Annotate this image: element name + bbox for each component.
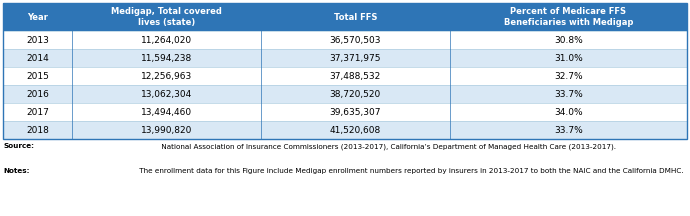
Text: 33.7%: 33.7% bbox=[554, 126, 582, 135]
Text: 31.0%: 31.0% bbox=[554, 54, 582, 63]
Text: Source:: Source: bbox=[3, 143, 35, 149]
Text: 13,494,460: 13,494,460 bbox=[141, 108, 192, 117]
Text: 13,062,304: 13,062,304 bbox=[141, 90, 192, 99]
Text: Notes:: Notes: bbox=[3, 168, 30, 174]
Bar bbox=[3, 49, 687, 67]
Text: The enrollment data for this Figure include Medigap enrollment numbers reported : The enrollment data for this Figure incl… bbox=[137, 168, 684, 174]
Text: 39,635,307: 39,635,307 bbox=[330, 108, 381, 117]
Text: 34.0%: 34.0% bbox=[554, 108, 582, 117]
Bar bbox=[3, 85, 687, 103]
Text: 41,520,608: 41,520,608 bbox=[330, 126, 381, 135]
Text: 2017: 2017 bbox=[26, 108, 49, 117]
Text: 38,720,520: 38,720,520 bbox=[330, 90, 381, 99]
Bar bbox=[3, 121, 687, 139]
Text: 2013: 2013 bbox=[26, 36, 49, 45]
Text: 2016: 2016 bbox=[26, 90, 49, 99]
Text: Total FFS: Total FFS bbox=[334, 13, 377, 22]
Bar bbox=[3, 67, 687, 85]
Text: 30.8%: 30.8% bbox=[554, 36, 582, 45]
Text: 2015: 2015 bbox=[26, 72, 49, 81]
Text: 13,990,820: 13,990,820 bbox=[141, 126, 192, 135]
Text: 11,264,020: 11,264,020 bbox=[141, 36, 192, 45]
Bar bbox=[3, 3, 687, 139]
Text: 2014: 2014 bbox=[26, 54, 49, 63]
Text: 33.7%: 33.7% bbox=[554, 90, 582, 99]
Text: 37,371,975: 37,371,975 bbox=[330, 54, 381, 63]
Text: 36,570,503: 36,570,503 bbox=[330, 36, 381, 45]
Bar bbox=[3, 3, 687, 31]
Text: 37,488,532: 37,488,532 bbox=[330, 72, 381, 81]
Text: Medigap, Total covered
lives (state): Medigap, Total covered lives (state) bbox=[111, 7, 221, 27]
Text: 11,594,238: 11,594,238 bbox=[141, 54, 192, 63]
Text: Year: Year bbox=[27, 13, 48, 22]
Text: Percent of Medicare FFS
Beneficiaries with Medigap: Percent of Medicare FFS Beneficiaries wi… bbox=[504, 7, 633, 27]
Text: 12,256,963: 12,256,963 bbox=[141, 72, 192, 81]
Text: National Association of Insurance Commissioners (2013-2017), California’s Depart: National Association of Insurance Commis… bbox=[159, 143, 616, 150]
Bar bbox=[3, 103, 687, 121]
Bar bbox=[3, 31, 687, 49]
Text: 32.7%: 32.7% bbox=[554, 72, 582, 81]
Text: 2018: 2018 bbox=[26, 126, 49, 135]
